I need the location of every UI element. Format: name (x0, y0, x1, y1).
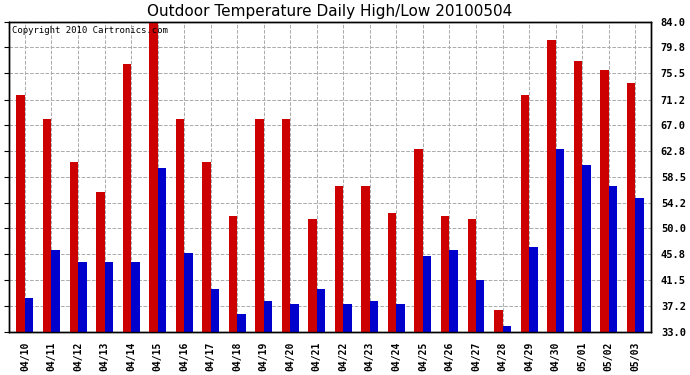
Bar (600, 70, 609, 375)
Bar (370, 302, 378, 375)
Text: Copyright 2010 Cartronics.com: Copyright 2010 Cartronics.com (12, 26, 168, 35)
Bar (635, 198, 644, 375)
Bar (573, 61, 582, 375)
Bar (282, 119, 290, 375)
Bar (52, 250, 60, 375)
Bar (529, 247, 538, 375)
Bar (202, 162, 210, 375)
Bar (105, 262, 113, 375)
Bar (290, 304, 299, 375)
Bar (43, 119, 52, 375)
Bar (131, 262, 139, 375)
Bar (423, 256, 431, 375)
Bar (362, 186, 370, 375)
Bar (441, 216, 449, 375)
Bar (176, 119, 184, 375)
Bar (547, 40, 555, 375)
Bar (157, 168, 166, 375)
Bar (468, 219, 476, 375)
Bar (17, 94, 25, 375)
Bar (96, 192, 105, 375)
Bar (149, 22, 157, 375)
Bar (494, 310, 502, 375)
Bar (449, 250, 458, 375)
Bar (396, 304, 405, 375)
Bar (255, 119, 264, 375)
Bar (25, 298, 33, 375)
Bar (520, 94, 529, 375)
Bar (210, 289, 219, 375)
Bar (78, 262, 86, 375)
Bar (344, 304, 352, 375)
Bar (609, 186, 617, 375)
Bar (582, 165, 591, 375)
Bar (388, 213, 396, 375)
Bar (264, 302, 273, 375)
Bar (308, 219, 317, 375)
Bar (184, 253, 193, 375)
Bar (228, 216, 237, 375)
Bar (415, 149, 423, 375)
Bar (476, 280, 484, 375)
Bar (555, 149, 564, 375)
Bar (70, 162, 78, 375)
Bar (335, 186, 344, 375)
Title: Outdoor Temperature Daily High/Low 20100504: Outdoor Temperature Daily High/Low 20100… (148, 4, 513, 19)
Bar (317, 289, 325, 375)
Bar (627, 82, 635, 375)
Bar (502, 326, 511, 375)
Bar (237, 314, 246, 375)
Bar (123, 64, 131, 375)
